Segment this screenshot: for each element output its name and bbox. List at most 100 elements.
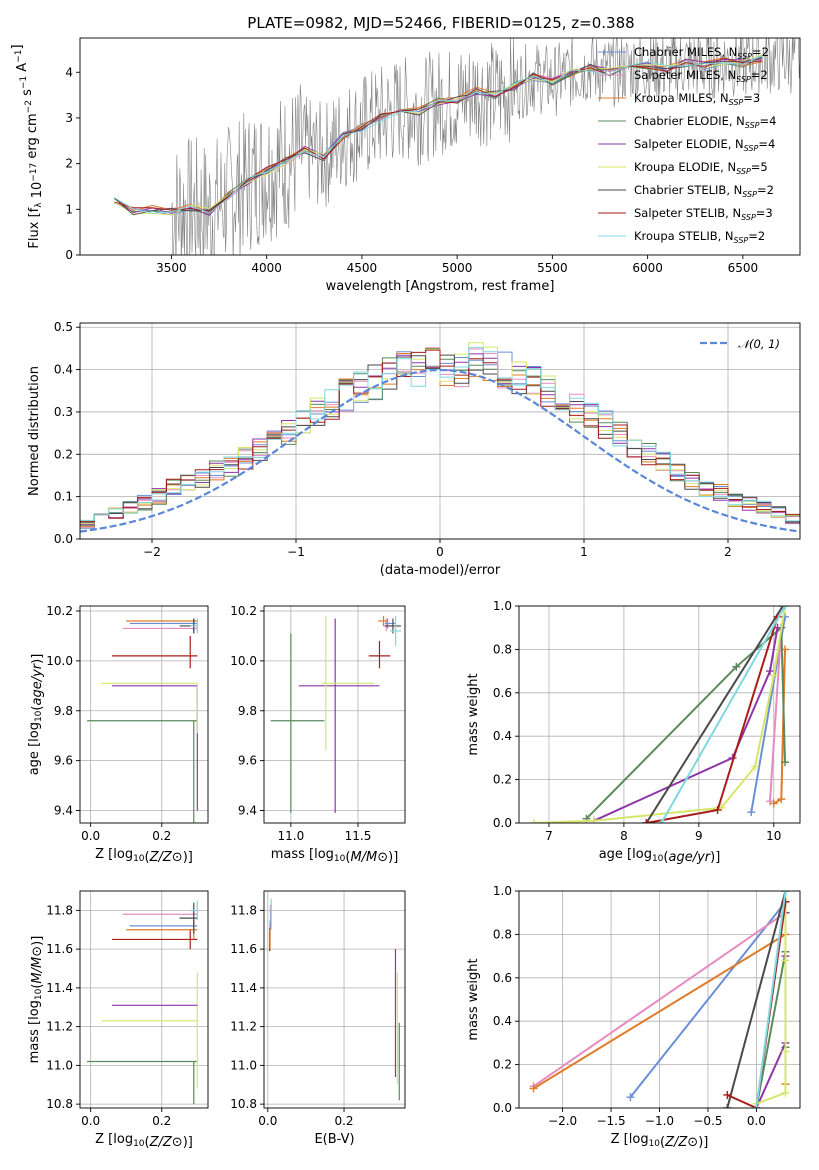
y-tick-label: 0.4 bbox=[493, 1014, 512, 1028]
series-marker-kroupa-miles bbox=[777, 795, 786, 804]
x-tick-label: 0.2 bbox=[152, 829, 171, 843]
legend-subscript: SSP bbox=[741, 213, 756, 222]
x-tick-label: 6000 bbox=[632, 261, 663, 275]
series-marker-kroupa-elodie bbox=[781, 1088, 790, 1097]
label-part: ( bbox=[30, 706, 45, 711]
label-part: A bbox=[15, 63, 30, 72]
legend-nssp: =4 bbox=[760, 114, 777, 128]
y-tick-label: 0.0 bbox=[54, 532, 73, 546]
y-tick-label: 11.4 bbox=[46, 981, 73, 995]
y-tick-label: 11.0 bbox=[46, 1058, 73, 1072]
y-tick-label: 9.6 bbox=[54, 754, 73, 768]
legend-subscript: SSP bbox=[744, 144, 759, 153]
label-subscript: 10 bbox=[652, 854, 664, 864]
label-superscript: −2 bbox=[24, 100, 34, 113]
y-tick-label: 11.8 bbox=[230, 903, 257, 917]
label-subscript: 10 bbox=[34, 710, 44, 722]
histogram-kroupa-miles bbox=[80, 353, 800, 527]
label-part: ] bbox=[10, 44, 25, 49]
axes-frame bbox=[79, 890, 209, 1109]
y-tick-label: 0 bbox=[65, 248, 73, 262]
y-tick-label: 0.8 bbox=[493, 927, 512, 941]
x-tick-label: 0.0 bbox=[81, 1114, 100, 1128]
label-part: ( bbox=[145, 850, 150, 865]
label-part: mass [ bbox=[271, 847, 314, 862]
y-tick-label: 0.0 bbox=[493, 1101, 512, 1115]
y-tick-label: 11.2 bbox=[230, 1020, 257, 1034]
label-part: log bbox=[314, 847, 334, 862]
y-tick-label: 10.0 bbox=[230, 654, 257, 668]
y-tick-label: 0.2 bbox=[54, 447, 73, 461]
legend-label-kroupa-stelib: Kroupa STELIB, NSSP=2 bbox=[634, 229, 765, 245]
x-tick-label: 11.0 bbox=[277, 829, 304, 843]
plot-area bbox=[529, 891, 790, 1108]
plot-area bbox=[114, 38, 800, 255]
label-part: f bbox=[27, 207, 42, 212]
label-part: ( bbox=[345, 850, 350, 865]
x-tick-label: 5500 bbox=[537, 261, 568, 275]
series-line-kroupa-stelib bbox=[660, 606, 786, 823]
y-tick-label: 1.0 bbox=[493, 599, 512, 613]
y-tick-label: 11.6 bbox=[46, 942, 73, 956]
x-tick-label: 6500 bbox=[728, 261, 759, 275]
label-part: Z [ bbox=[611, 1132, 629, 1147]
x-tick-label: −1.0 bbox=[645, 1114, 674, 1128]
x-axis-label: Z [log10(Z/Z⊙)] bbox=[611, 1132, 709, 1150]
mass-vs-z-panel: 0.0 0.210.811.011.211.411.611.8Z [log10(Z… bbox=[27, 890, 209, 1150]
label-subscript: 10 bbox=[334, 854, 346, 864]
x-axis-label: wavelength [Angstrom, rest frame] bbox=[326, 279, 555, 294]
series-marker-kroupa-miles bbox=[529, 1084, 538, 1093]
label-part: )] bbox=[710, 850, 720, 865]
label-part: log bbox=[27, 722, 42, 742]
label-part: age/yr bbox=[668, 850, 711, 865]
legend-label-normal: 𝒩(0, 1) bbox=[738, 337, 780, 351]
series-marker-kroupa-elodie bbox=[751, 762, 760, 771]
x-tick-label: 0.0 bbox=[81, 829, 100, 843]
label-part: Normed distribution bbox=[27, 366, 42, 496]
x-tick-label: 4000 bbox=[251, 261, 282, 275]
series-marker-kroupa-elodie bbox=[589, 816, 598, 823]
label-part: M/M⊙ bbox=[350, 850, 388, 865]
label-part: Flux [ bbox=[27, 212, 42, 248]
model-line-kroupa-stelib bbox=[114, 55, 763, 214]
label-superscript: −1 bbox=[19, 76, 29, 89]
y-tick-label: 0.1 bbox=[54, 490, 73, 504]
series-line-salpeter-elodie bbox=[593, 627, 779, 822]
legend-nssp: =5 bbox=[751, 160, 768, 174]
plot-area bbox=[87, 900, 198, 1105]
plot-area bbox=[270, 615, 401, 814]
figure-title: PLATE=0982, MJD=52466, FIBERID=0125, z=0… bbox=[247, 14, 634, 32]
label-part: age [ bbox=[599, 847, 632, 862]
age-vs-z-panel: 0.0 0.29.49.69.810.010.2Z [log10(Z/Z⊙)]ag… bbox=[27, 604, 209, 865]
mass-weight-vs-z-panel: −2.0 −1.5 −1.0 −0.5 0.0 0.0 0.2 0.4 0.6 0.8 1.0 Z [… bbox=[466, 884, 801, 1150]
x-tick-label: −0.5 bbox=[693, 1114, 722, 1128]
series-line-chabrier-stelib bbox=[726, 891, 787, 1108]
model-line-chabrier-stelib bbox=[114, 57, 762, 216]
x-tick-label: 0.0 bbox=[258, 1114, 277, 1128]
residual-histogram-panel: −2 −1 0 1 2 0.0 0.1 0.2 0.3 0.4 0.5 (data-model)/er… bbox=[27, 320, 801, 578]
plot-area bbox=[80, 342, 800, 533]
x-axis-label: age [log10(age/yr)] bbox=[599, 847, 721, 865]
y-tick-label: 2 bbox=[65, 157, 73, 171]
label-part: )] bbox=[698, 1135, 708, 1150]
y-tick-label: 0.6 bbox=[493, 971, 512, 985]
legend-subscript: SSP bbox=[737, 52, 752, 61]
x-axis-label: (data-model)/error bbox=[380, 563, 501, 578]
series-marker-salpeter-stelib bbox=[642, 819, 651, 823]
legend-nssp: =3 bbox=[743, 91, 760, 105]
legend-subscript: SSP bbox=[736, 75, 751, 84]
axes-frame bbox=[518, 605, 801, 824]
y-tick-label: 1.0 bbox=[493, 884, 512, 898]
y-axis-label: mass [log10(M/M⊙)] bbox=[27, 936, 45, 1064]
x-tick-label: 5000 bbox=[442, 261, 473, 275]
series-line-chabrier-stelib bbox=[645, 606, 784, 823]
series-line-kroupa-elodie bbox=[533, 606, 786, 823]
normal-distribution-curve bbox=[80, 368, 800, 533]
histogram-kroupa-stelib bbox=[80, 347, 800, 522]
label-part: )] bbox=[183, 850, 193, 865]
x-tick-label: −2.0 bbox=[548, 1114, 577, 1128]
plot-area bbox=[87, 618, 198, 823]
y-tick-label: 9.8 bbox=[238, 704, 257, 718]
label-part: age [ bbox=[27, 742, 42, 775]
label-part: (data-model)/error bbox=[380, 563, 501, 578]
